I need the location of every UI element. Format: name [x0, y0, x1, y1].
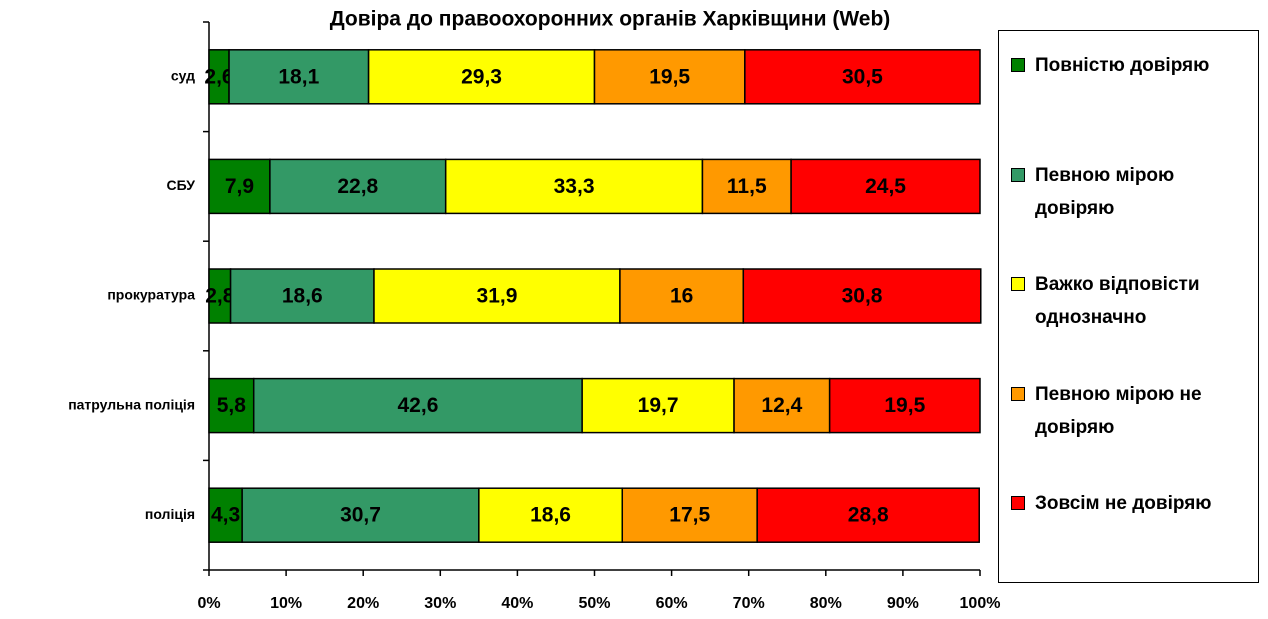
data-label: 16 [670, 285, 693, 308]
bar-segment [269, 158, 447, 215]
bar-segment [701, 158, 792, 215]
x-tick-label: 100% [960, 595, 1001, 612]
legend-swatch [1011, 386, 1025, 401]
legend-label: Певною мірою не довіряю [1035, 383, 1202, 438]
x-tick-label: 30% [424, 595, 456, 612]
data-label: 19,5 [649, 65, 690, 88]
legend-label: Зовсім не довіряю [1035, 493, 1212, 514]
legend-swatch [1011, 496, 1025, 510]
data-label: 30,5 [842, 65, 883, 88]
data-label: 22,8 [337, 175, 378, 198]
bar-segment [742, 268, 982, 324]
data-label: 17,5 [669, 504, 710, 527]
bar-segment [593, 49, 746, 105]
data-label: 30,8 [842, 285, 883, 308]
legend-label: Певною мірою довіряю [1035, 164, 1175, 219]
data-label: 11,5 [727, 175, 767, 198]
data-label: 18,6 [282, 285, 323, 308]
bar-segment [373, 268, 621, 324]
data-label: 4,3 [211, 504, 240, 527]
y-tick-label: патрульна поліція [68, 396, 195, 412]
data-label: 18,6 [530, 504, 571, 527]
x-tick-label: 40% [501, 595, 533, 612]
data-label: 19,5 [884, 394, 925, 417]
data-label: 29,3 [461, 65, 502, 88]
x-tick-label: 80% [810, 595, 842, 612]
legend-item: Певною мірою довіряю [1011, 159, 1251, 225]
x-tick-label: 70% [733, 595, 765, 612]
data-label: 5,8 [217, 394, 247, 417]
legend-label: Повністю довіряю [1035, 55, 1210, 76]
legend-swatch [1011, 58, 1025, 72]
x-tick-label: 0% [197, 595, 220, 612]
y-tick-label: прокуратура [107, 287, 195, 303]
data-label: 33,3 [554, 175, 595, 198]
bar-segment [367, 49, 596, 105]
x-tick-label: 60% [656, 595, 688, 612]
legend-swatch [1011, 167, 1025, 182]
chart-title: Довіра до правоохоронних органів Харківщ… [330, 8, 891, 31]
data-label: 30,7 [340, 504, 381, 527]
x-tick-label: 50% [578, 595, 610, 612]
legend-swatch [1011, 277, 1025, 291]
y-tick-label: СБУ [166, 177, 195, 193]
x-tick-label: 90% [887, 595, 919, 612]
y-tick-label: поліція [145, 506, 195, 522]
bar-segment [621, 487, 758, 543]
data-label: 2,8 [205, 285, 235, 308]
data-label: 12,4 [761, 394, 802, 417]
bar-segment [790, 158, 981, 215]
x-tick-label: 20% [347, 595, 379, 612]
bar-segment [619, 268, 745, 324]
bar-segment [252, 377, 583, 434]
data-label: 28,8 [848, 504, 889, 527]
bar-segment [756, 487, 980, 543]
data-label: 7,9 [225, 175, 254, 198]
legend-item: Зовсім не довіряю [1011, 487, 1251, 520]
legend-label: Важко відповісти однозначно [1035, 274, 1200, 328]
data-label: 2,6 [204, 65, 233, 88]
legend-item: Важко відповісти однозначно [1011, 268, 1251, 334]
y-tick-label: суд [171, 68, 195, 84]
bar-segment [228, 49, 370, 105]
data-label: 24,5 [865, 175, 906, 198]
x-tick-label: 10% [270, 595, 302, 612]
data-label: 19,7 [638, 394, 679, 417]
bar-segment [744, 49, 981, 105]
data-label: 18,1 [278, 65, 319, 88]
bar-segment [828, 377, 981, 434]
bar-segment [208, 377, 255, 434]
data-label: 42,6 [398, 394, 439, 417]
legend-item: Певною мірою не довіряю [1011, 378, 1251, 444]
bar-segment [444, 158, 704, 215]
legend-item: Повністю довіряю [1011, 49, 1251, 82]
legend: Повністю довіряю Певною мірою довіряю Важк… [998, 30, 1259, 583]
data-label: 31,9 [477, 285, 518, 308]
